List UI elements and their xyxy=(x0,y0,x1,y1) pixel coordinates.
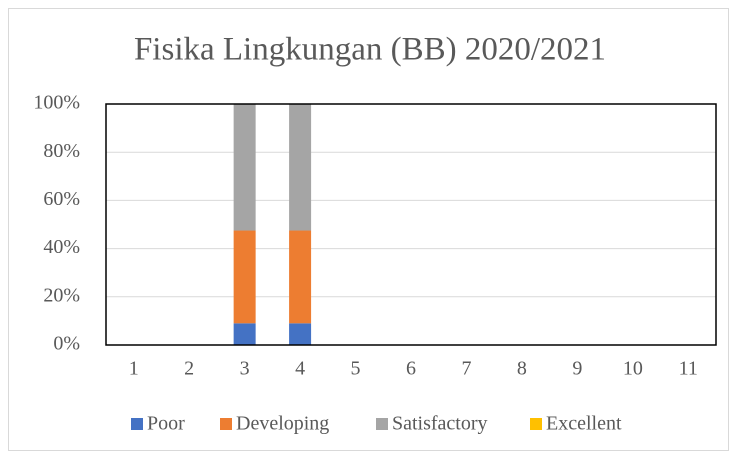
legend-swatch xyxy=(530,418,542,430)
legend-label: Developing xyxy=(236,413,329,435)
y-tick-label: 60% xyxy=(43,188,80,210)
x-tick-label: 10 xyxy=(623,358,643,380)
chart-title: Fisika Lingkungan (BB) 2020/2021 xyxy=(134,32,606,68)
y-tick-label: 0% xyxy=(53,333,80,355)
legend-swatch xyxy=(376,418,388,430)
chart-border xyxy=(8,8,729,451)
x-tick-label: 11 xyxy=(679,358,698,380)
bar-segment xyxy=(289,323,312,345)
legend-swatch xyxy=(220,418,232,430)
bar-segment xyxy=(233,230,256,324)
x-tick-label: 9 xyxy=(572,358,582,380)
x-tick-label: 6 xyxy=(406,358,416,380)
bar-segment xyxy=(289,104,312,231)
x-tick-label: 4 xyxy=(295,358,305,380)
legend-label: Excellent xyxy=(546,413,622,435)
bar-segment xyxy=(233,104,256,231)
bar-segment xyxy=(289,230,312,324)
legend-swatch xyxy=(131,418,143,430)
y-tick-label: 40% xyxy=(43,236,80,258)
x-tick-label: 3 xyxy=(240,358,250,380)
legend-label: Poor xyxy=(147,413,185,435)
x-tick-label: 1 xyxy=(129,358,139,380)
x-tick-label: 5 xyxy=(351,358,361,380)
y-tick-label: 100% xyxy=(33,92,80,114)
x-tick-label: 8 xyxy=(517,358,527,380)
y-tick-label: 20% xyxy=(43,284,80,306)
x-tick-label: 7 xyxy=(461,358,471,380)
y-tick-label: 80% xyxy=(43,140,80,162)
x-tick-label: 2 xyxy=(184,358,194,380)
bar-segment xyxy=(233,323,256,345)
legend-label: Satisfactory xyxy=(392,413,488,435)
plot-border xyxy=(105,103,717,346)
